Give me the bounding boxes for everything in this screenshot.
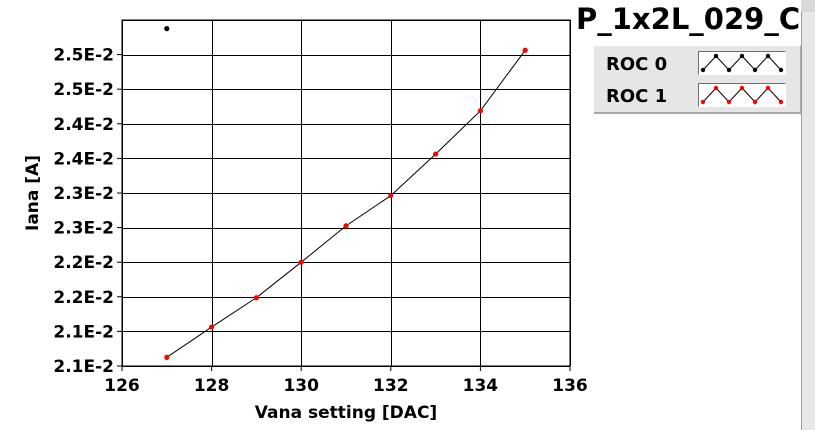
y-tick-label-0: 2.1E-2 bbox=[53, 357, 114, 377]
legend-marker-1-6 bbox=[778, 99, 784, 105]
legend-marker-1-3 bbox=[739, 85, 745, 91]
y-tick-label-2: 2.2E-2 bbox=[53, 288, 114, 308]
data-point-s1-1 bbox=[209, 324, 215, 330]
y-tick-label-3: 2.2E-2 bbox=[53, 253, 114, 273]
data-point-s0-0 bbox=[164, 26, 170, 32]
legend-marker-1-0 bbox=[700, 99, 706, 105]
data-point-s1-7 bbox=[477, 108, 483, 114]
legend-swatch-plot-roc1 bbox=[700, 85, 784, 105]
y-tick-label-7: 2.4E-2 bbox=[53, 115, 114, 135]
legend-item-roc0[interactable]: ROC 0 bbox=[594, 48, 800, 78]
y-tick-label-9: 2.5E-2 bbox=[53, 46, 114, 66]
data-point-s1-0 bbox=[164, 354, 170, 360]
window-right-border-top bbox=[801, 0, 815, 12]
legend-swatch-plot-roc0 bbox=[700, 53, 784, 73]
y-tick-label-6: 2.4E-2 bbox=[53, 149, 114, 169]
legend-marker-0-6 bbox=[778, 67, 784, 73]
x-tick-label-3: 132 bbox=[373, 376, 409, 396]
y-tick-label-4: 2.3E-2 bbox=[53, 219, 114, 239]
legend-marker-1-1 bbox=[713, 85, 719, 91]
legend-item-roc1[interactable]: ROC 1 bbox=[594, 80, 800, 110]
x-tick-label-2: 130 bbox=[283, 376, 319, 396]
x-axis-title: Vana setting [DAC] bbox=[255, 403, 437, 423]
legend-marker-0-0 bbox=[700, 67, 706, 73]
legend-marker-0-1 bbox=[713, 53, 719, 59]
legend-marker-0-2 bbox=[726, 67, 732, 73]
y-tick-label-5: 2.3E-2 bbox=[53, 184, 114, 204]
data-point-s1-6 bbox=[433, 151, 439, 157]
x-tick-label-5: 136 bbox=[552, 376, 588, 396]
y-axis-ticks: 2.1E-2 2.1E-2 2.2E-2 2.2E-2 2.3E-2 2.3E-2 2.4E… bbox=[53, 46, 122, 377]
data-point-s1-8 bbox=[522, 47, 528, 53]
plot-title: P_1x2L_029_C bbox=[576, 2, 801, 36]
legend-marker-1-2 bbox=[726, 99, 732, 105]
y-tick-label-8: 2.5E-2 bbox=[53, 80, 114, 100]
data-point-s1-5 bbox=[388, 192, 394, 199]
legend-marker-1-4 bbox=[752, 99, 758, 105]
legend-marker-0-3 bbox=[739, 53, 745, 59]
legend: ROC 0 ROC 1 bbox=[594, 46, 802, 114]
x-tick-label-1: 128 bbox=[194, 376, 230, 396]
y-axis-title: Iana [A] bbox=[23, 155, 43, 231]
x-axis-ticks: 126 128 130 132 134 136 bbox=[104, 366, 588, 396]
grid-lines bbox=[122, 20, 571, 367]
legend-swatch-roc0 bbox=[698, 51, 786, 75]
legend-marker-0-5 bbox=[765, 53, 771, 59]
y-tick-label-1: 2.1E-2 bbox=[53, 322, 114, 342]
window-right-border bbox=[801, 0, 815, 430]
legend-swatch-roc1 bbox=[698, 83, 786, 107]
legend-label-roc1: ROC 1 bbox=[606, 86, 668, 107]
data-point-s1-3 bbox=[298, 259, 304, 265]
legend-marker-0-4 bbox=[752, 67, 758, 73]
data-point-s1-4 bbox=[343, 223, 349, 229]
legend-marker-1-5 bbox=[765, 85, 771, 91]
data-point-s1-2 bbox=[253, 295, 259, 301]
x-tick-label-4: 134 bbox=[463, 376, 499, 396]
x-tick-label-0: 126 bbox=[104, 376, 140, 396]
legend-label-roc0: ROC 0 bbox=[606, 54, 668, 75]
data-series bbox=[164, 26, 528, 360]
